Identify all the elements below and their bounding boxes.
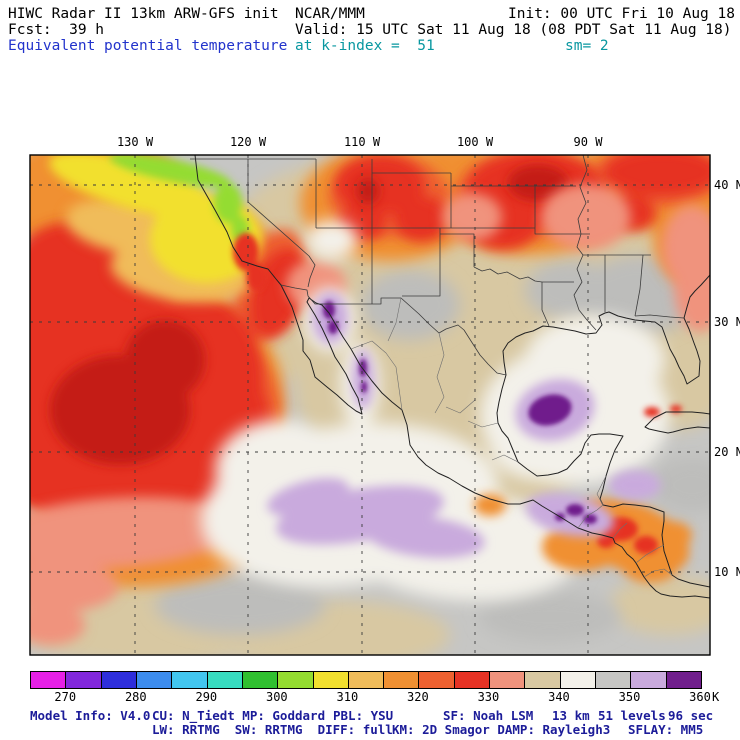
border-florida-georgia: [634, 314, 685, 319]
header-line-2-text-1: Valid: 15 UTC Sat 11 Aug 18 (08 PDT Sat …: [295, 22, 732, 38]
colorbar-tick-labels: 270 280 290 300 310 320 330 340 350 360: [0, 690, 740, 705]
lat-label-20N: 20 N: [714, 445, 740, 459]
colorbar-unit-label: K: [712, 690, 720, 704]
lon-label-110W: 110 W: [344, 135, 381, 149]
lat-label-10N: 10 N: [714, 565, 740, 579]
colorbar-segment-4: [172, 672, 208, 688]
header-line-1: HIWC Radar II 13km ARW-GFS init NCAR/MMM I…: [0, 6, 740, 23]
border-alabama-georgia: [634, 254, 644, 317]
region-salmon-330-335K: [30, 184, 710, 645]
lon-label-130W: 130 W: [117, 135, 154, 149]
coastline-mexico-pacific: [308, 297, 710, 599]
footer-line-2-text-0: LW: RRTMG SW: RRTMG DIFF: full: [152, 722, 393, 737]
footer-line-1-text-1: CU: N_Tiedt MP: Goddard: [152, 708, 326, 723]
colorbar-segment-9: [348, 672, 385, 688]
coastline-us-west: [194, 155, 282, 286]
header-line-1-text-1: NCAR/MMM: [295, 6, 365, 22]
footer-line-2: LW: RRTMG SW: RRTMG DIFF: full KM: 2D Sma…: [0, 722, 740, 739]
map-contour-regions: [30, 155, 710, 655]
border-ok-panhandle: [440, 233, 475, 267]
footer-line-2-text-2: SFLAY: MM5: [628, 722, 704, 737]
region-dark-red-cores: [50, 165, 568, 465]
header-line-2-text-0: Fcst: 39 h: [8, 22, 105, 38]
lon-label-100W: 100 W: [457, 135, 494, 149]
colorbar-tick-320: 320: [407, 690, 429, 704]
header-line-3-text-0: Equivalent potential temperature: [8, 38, 288, 54]
lat-label-40N: 40 N: [714, 178, 740, 192]
map-frame: [29, 154, 711, 656]
footer-line-1-text-4: 13 km: [552, 708, 590, 723]
colorbar-segment-7: [278, 672, 314, 688]
river-mississippi: [573, 155, 597, 331]
map-gridlines: [30, 155, 710, 655]
footer-line-1-text-3: SF: Noah LSM: [443, 708, 534, 723]
header-line-3-text-2: sm= 2: [565, 38, 609, 54]
footer-line-1-text-5: 51 levels: [598, 708, 666, 723]
colorbar-tick-310: 310: [336, 690, 359, 704]
header-line-2: Fcst: 39 h Valid: 15 UTC Sat 11 Aug 18 (0…: [0, 22, 740, 39]
border-red-river: [473, 266, 543, 283]
coastline-baja: [280, 284, 363, 415]
colorbar-segment-16: [596, 672, 632, 688]
border-california-nevada: [247, 159, 316, 288]
colorbar-tick-290: 290: [195, 690, 218, 704]
map-longitude-labels: 130 W 120 W 110 W 100 W 90 W: [117, 135, 603, 149]
lon-label-120W: 120 W: [230, 135, 267, 149]
colorbar-segment-17: [631, 672, 667, 688]
colorbar-tick-300: 300: [265, 690, 288, 704]
lon-label-90W: 90 W: [574, 135, 604, 149]
colorbar-segment-11: [419, 672, 455, 688]
footer-line-1-text-6: 96 sec: [668, 708, 714, 723]
colorbar-segment-18: [666, 672, 701, 688]
header-line-3: Equivalent potential temperature at k-ind…: [0, 38, 740, 55]
weather-map: 130 W 120 W 110 W 100 W 90 W 40 N 30 N 20 N 10 …: [29, 135, 740, 656]
colorbar-tick-330: 330: [477, 690, 500, 704]
colorbar-tick-340: 340: [548, 690, 570, 704]
colorbar-tick-350: 350: [618, 690, 641, 704]
footer-line-1-text-2: PBL: YSU: [333, 708, 394, 723]
border-newmexico-texas: [402, 228, 441, 297]
colorbar-segment-5: [207, 672, 243, 688]
region-gray-accents-345-350K: [155, 255, 710, 642]
colorbar-segment-10: [384, 672, 420, 688]
colorbar-segment-6: [242, 672, 279, 688]
region-red-accents: [597, 405, 682, 554]
border-us-mexico: [280, 284, 507, 376]
coastline-cuba: [644, 411, 710, 434]
colorbar-segment-15: [560, 672, 596, 688]
colorbar-segment-8: [313, 672, 349, 688]
map-state-lines-mexico-centam: [350, 297, 673, 578]
colorbar-segment-13: [490, 672, 526, 688]
colorbar-segment-1: [66, 672, 102, 688]
border-missouri-arkansas: [534, 228, 590, 235]
footer-line-1: Model Info: V4.0 CU: N_Tiedt MP: Goddard P…: [0, 708, 740, 725]
border-texas-louisiana: [541, 282, 550, 327]
region-red-coastal-spots-325-330K: [233, 233, 267, 291]
colorbar-tick-270: 270: [54, 690, 77, 704]
region-purple-355-360K: [323, 301, 597, 524]
colorbar-segment-0: [31, 672, 67, 688]
lat-label-30N: 30 N: [714, 315, 740, 329]
colorbar-segment-14: [525, 672, 561, 688]
colorbar-tick-360: 360: [689, 690, 711, 704]
header-line-1-text-0: HIWC Radar II 13km ARW-GFS init: [8, 6, 279, 22]
colorbar-tick-280: 280: [124, 690, 147, 704]
footer-line-1-text-0: Model Info: V4.0: [30, 708, 151, 723]
colorbar-segment-3: [136, 672, 173, 688]
map-latitude-labels: 40 N 30 N 20 N 10 N: [714, 178, 740, 579]
footer-line-2-text-1: KM: 2D Smagor DAMP: Rayleigh3: [392, 722, 611, 737]
colorbar: [30, 671, 702, 689]
header-line-3-text-1: at k-index = 51: [295, 38, 435, 54]
colorbar-segment-2: [101, 672, 137, 688]
map-political-borders: [190, 155, 685, 376]
header-line-1-text-2: Init: 00 UTC Fri 10 Aug 18: [508, 6, 735, 22]
colorbar-segment-12: [454, 672, 491, 688]
